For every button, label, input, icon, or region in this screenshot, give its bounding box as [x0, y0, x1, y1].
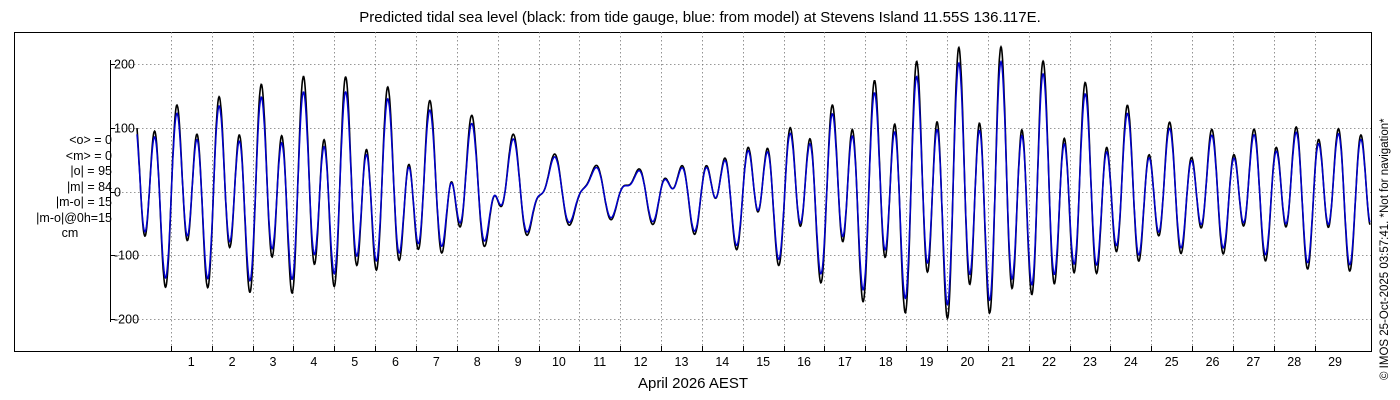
outer-frame	[14, 32, 1372, 352]
stat-abs-diff: |m-o| = 15	[55, 195, 112, 209]
x-tick-label: 2	[229, 355, 236, 369]
x-tick-label: 19	[920, 355, 934, 369]
stat-abs-model: |m| = 84	[66, 179, 112, 194]
x-tick-label: 18	[879, 355, 893, 369]
x-tick-label: 20	[960, 355, 974, 369]
series-lines	[136, 45, 1371, 321]
y-tick-label: 200	[114, 58, 135, 72]
x-tick-label: 27	[1246, 355, 1260, 369]
x-tick-label: 23	[1083, 355, 1097, 369]
x-tick-label: 9	[515, 355, 522, 369]
x-tick-label: 16	[797, 355, 811, 369]
chart-title: Predicted tidal sea level (black: from t…	[359, 9, 1041, 26]
x-axis: 1 2 3 4 5 6 7 8 9 10 11 12 13 14 15 16 17 18 19 20 21 22 23 24 2…	[171, 346, 1342, 369]
credit-text: © IMOS 25-Oct-2025 03:57:41. *Not for na…	[1379, 118, 1391, 380]
x-tick-label: 1	[188, 355, 195, 369]
y-tick-label: 100	[114, 122, 135, 136]
stat-unit: cm	[61, 226, 79, 240]
stat-mean-observed: <o> = 0	[69, 133, 112, 147]
y-tick-label: 0	[114, 186, 121, 200]
y-axis: -200 -100 0 100 200	[110, 58, 139, 327]
x-tick-label: 13	[675, 355, 689, 369]
x-tick-label: 3	[269, 355, 276, 369]
x-axis-label: April 2026 AEST	[637, 375, 749, 392]
x-tick-label: 4	[310, 355, 317, 369]
x-tick-label: 25	[1165, 355, 1179, 369]
x-tick-label: 5	[351, 355, 358, 369]
stat-abs-diff-0h: |m-o|@0h=15	[36, 210, 112, 225]
x-tick-label: 28	[1287, 355, 1301, 369]
x-tick-label: 15	[756, 355, 770, 369]
x-tick-label: 17	[838, 355, 852, 369]
x-tick-label: 29	[1328, 355, 1342, 369]
x-tick-label: 6	[392, 355, 399, 369]
stat-mean-model: <m> = 0	[65, 148, 112, 163]
x-tick-label: 22	[1042, 355, 1056, 369]
x-tick-label: 7	[433, 355, 440, 369]
stat-abs-observed: |o| = 95	[70, 164, 112, 178]
x-tick-label: 14	[715, 355, 729, 369]
grid	[110, 32, 1371, 351]
x-tick-label: 11	[593, 355, 606, 369]
model-series-line	[136, 60, 1371, 306]
x-tick-label: 21	[1001, 355, 1015, 369]
x-tick-label: 8	[474, 355, 481, 369]
stats-panel: <o> = 0 <m> = 0 |o| = 95 |m| = 84 |m-o| …	[0, 133, 112, 242]
x-tick-label: 24	[1124, 355, 1138, 369]
y-tick-label: -100	[114, 249, 139, 263]
y-tick-label: -200	[114, 313, 139, 327]
x-tick-label: 10	[552, 355, 566, 369]
x-tick-label: 26	[1206, 355, 1220, 369]
x-tick-label: 12	[634, 355, 648, 369]
